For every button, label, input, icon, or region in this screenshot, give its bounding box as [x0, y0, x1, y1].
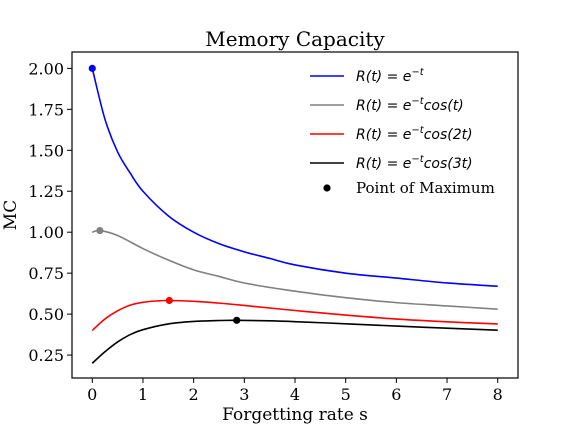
y-axis-label: MC — [1, 200, 21, 230]
x-tick-label: 8 — [493, 385, 503, 404]
y-tick-label: 1.50 — [28, 141, 64, 160]
maximum-point-1 — [88, 64, 96, 72]
y-axis-ticks: 0.25 0.50 0.75 1.00 1.25 1.50 1.75 2.00 — [28, 59, 72, 365]
y-tick-label: 1.25 — [28, 182, 64, 201]
x-tick-label: 2 — [189, 385, 199, 404]
y-tick-label: 0.50 — [28, 305, 64, 324]
legend: R(t) = e−t R(t) = e−tcos(t) R(t) = e−tcos(… — [310, 67, 495, 197]
maximum-markers — [88, 64, 241, 324]
x-tick-label: 0 — [87, 385, 97, 404]
series-line-1 — [91, 68, 498, 288]
chart-title: Memory Capacity — [205, 27, 385, 51]
series-line-3 — [91, 299, 498, 332]
x-tick-label: 1 — [138, 385, 148, 404]
series-lines — [91, 68, 498, 364]
y-tick-label: 1.00 — [28, 223, 64, 242]
legend-label-2: R(t) = e−tcos(t) — [356, 96, 464, 114]
y-tick-label: 0.75 — [28, 264, 64, 283]
x-axis-ticks: 0 1 2 3 4 5 6 7 8 — [87, 378, 503, 404]
maximum-point-4 — [233, 316, 241, 324]
x-tick-label: 4 — [290, 385, 300, 404]
x-tick-label: 6 — [391, 385, 401, 404]
plot-area-frame — [71, 51, 519, 379]
legend-label-1: R(t) = e−t — [356, 67, 425, 85]
x-axis-label: Forgetting rate s — [222, 405, 368, 425]
x-tick-label: 5 — [341, 385, 351, 404]
x-tick-label: 7 — [442, 385, 452, 404]
y-tick-label: 2.00 — [28, 59, 64, 78]
maximum-point-2 — [96, 226, 104, 235]
y-tick-label: 0.25 — [28, 346, 64, 365]
maximum-point-3 — [165, 296, 173, 305]
legend-swatch-maximum — [323, 184, 331, 192]
legend-label-maximum: Point of Maximum — [356, 179, 495, 197]
legend-label-3: R(t) = e−tcos(2t) — [356, 125, 473, 143]
x-tick-label: 3 — [239, 385, 249, 404]
series-line-4 — [91, 319, 498, 364]
legend-label-4: R(t) = e−tcos(3t) — [356, 154, 473, 172]
series-line-2 — [92, 229, 498, 310]
y-tick-label: 1.75 — [28, 100, 64, 119]
